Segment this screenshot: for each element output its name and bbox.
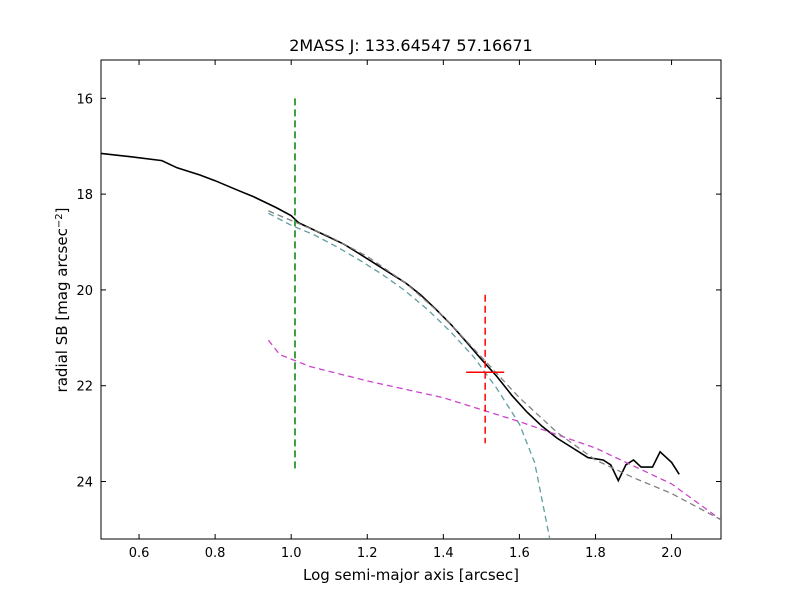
x-tick-label: 1.2 [357, 546, 378, 561]
y-axis-label-superscript: −2 [54, 213, 65, 228]
series-line-1 [101, 152, 680, 483]
plot-area-frame [100, 59, 722, 540]
y-axis-label-main: radial SB [mag arcsec [53, 228, 71, 392]
x-tick-label: 1.0 [281, 546, 302, 561]
x-tick-label: 0.8 [205, 546, 226, 561]
x-tick-label: 0.6 [129, 546, 150, 561]
x-tick-label: 1.6 [509, 546, 530, 561]
x-tick-label: 1.4 [433, 546, 454, 561]
y-axis-ticks: 16 18 20 22 24 [76, 92, 721, 491]
y-axis-label-close: ] [53, 208, 71, 214]
y-tick-label: 16 [76, 92, 93, 107]
y-tick-label: 24 [76, 476, 93, 491]
x-tick-label: 2.0 [661, 546, 682, 561]
y-tick-label: 18 [76, 188, 93, 203]
chart-title: 2MASS J: 133.64547 57.16671 [289, 36, 532, 55]
series-line-2 [268, 212, 551, 539]
x-tick-label: 1.8 [585, 546, 606, 561]
x-axis-ticks: 0.6 0.8 1.0 1.2 1.4 1.6 1.8 2.0 [129, 60, 682, 561]
marker-layer [294, 98, 505, 472]
series-line-3 [267, 339, 721, 521]
series-line-4 [268, 210, 721, 521]
y-axis-label: radial SB [mag arcsec−2] [53, 208, 71, 393]
series-layer [101, 152, 721, 539]
x-axis-label: Log semi-major axis [arcsec] [303, 566, 519, 584]
y-tick-label: 20 [76, 284, 93, 299]
y-tick-label: 22 [76, 380, 93, 395]
